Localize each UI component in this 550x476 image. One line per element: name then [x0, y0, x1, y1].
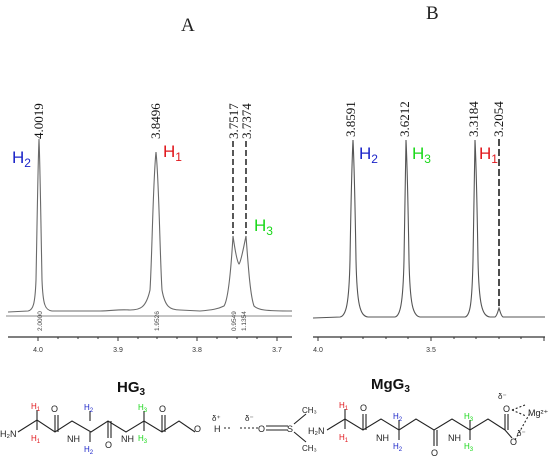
hg3-nh1: NH — [67, 434, 80, 444]
shift-3.8496: 3.8496 — [148, 103, 163, 139]
integral-h1: 1.9526 — [154, 311, 161, 331]
panel-b-tick-3.5: 3.5 — [426, 347, 436, 354]
mgg3-h2-bottom: H2 — [393, 442, 403, 453]
integral-h2: 2.0000 — [37, 311, 44, 331]
hg3-delta-minus: δ⁻ — [245, 414, 254, 423]
integral-h3-a: 0.9549 — [231, 311, 238, 331]
mgg3-nh1: NH — [376, 433, 389, 443]
panel-b-axis-ticks — [317, 337, 545, 341]
hg3-oh-o: O — [194, 424, 201, 434]
hg3-o2: O — [105, 440, 112, 450]
shift-3.8591: 3.8591 — [343, 101, 358, 137]
hg3-delta-plus: δ⁺ — [212, 414, 221, 423]
panel-b-h2-label: H2 — [359, 144, 378, 166]
hg3-h1-bottom: H1 — [31, 434, 41, 445]
mgg3-title: MgG3 — [371, 376, 410, 395]
mgg3-h3-bottom: H3 — [464, 442, 474, 453]
panel-a-h3-label: H3 — [254, 216, 273, 238]
mgg3-o1: O — [360, 403, 367, 413]
hg3-ch3-top: CH₃ — [302, 406, 317, 415]
panel-a-tick-3.9: 3.9 — [113, 347, 123, 354]
hg3-ch3-bottom: CH₃ — [302, 444, 317, 453]
mgg3-mg-ion: Mg²⁺ — [528, 408, 548, 418]
mgg3-amine: H₂N — [308, 426, 325, 436]
hg3-h2-top: H2 — [84, 403, 94, 414]
hg3-h3-bottom: H3 — [138, 434, 148, 445]
structure-hg3: HG3 H₂N O NH O NH O O H δ⁺ δ⁻ O S CH₃ CH… — [0, 379, 317, 456]
panel-a-spectrum-trace — [7, 138, 293, 313]
panel-a-axis-ticks — [37, 337, 278, 341]
hg3-h3-top: H3 — [138, 403, 148, 414]
structure-mgg3: MgG3 H₂N O NH O NH O O Mg²⁺ δ⁻ δ⁻ H1 H1 … — [308, 376, 548, 458]
shift-3.3184: 3.3184 — [466, 101, 481, 137]
panel-a-tick-3.7: 3.7 — [272, 347, 282, 354]
mgg3-o2: O — [431, 448, 438, 458]
shift-3.2054: 3.2054 — [491, 101, 506, 137]
hg3-title: HG3 — [117, 379, 146, 398]
mgg3-o4: O — [510, 437, 517, 447]
panel-a: A 4.0 3.9 3.8 3.7 2.0000 1.9526 0.9549 1… — [6, 15, 293, 354]
hg3-bonds — [17, 410, 307, 443]
panel-b-h3-label: H3 — [412, 144, 431, 166]
panel-a-tick-4.0: 4.0 — [33, 347, 43, 354]
shift-3.6212: 3.6212 — [397, 101, 412, 137]
mgg3-delta-minus-top: δ⁻ — [498, 392, 507, 401]
panel-b-h1-label: H1 — [479, 144, 498, 166]
mgg3-o3: O — [503, 404, 510, 414]
panel-a-h2-label: H2 — [12, 148, 31, 170]
hg3-nh2: NH — [121, 434, 134, 444]
panel-a-h1-label: H1 — [163, 142, 182, 164]
mgg3-h1-top: H1 — [339, 401, 349, 412]
panel-a-tick-3.8: 3.8 — [192, 347, 202, 354]
hg3-amine: H₂N — [0, 429, 17, 439]
integral-h3-b: 1.1354 — [241, 311, 248, 331]
shift-4.0019: 4.0019 — [31, 103, 46, 139]
panel-a-label: A — [181, 15, 195, 36]
mgg3-h3-top: H3 — [464, 412, 474, 423]
panel-b-spectrum-trace — [312, 139, 545, 319]
shift-3.7517: 3.7517 — [226, 103, 241, 139]
hg3-hbond-h: H — [214, 424, 221, 434]
mgg3-delta-minus-bottom: δ⁻ — [517, 429, 526, 438]
mgg3-nh2: NH — [448, 433, 461, 443]
panel-b-label: B — [426, 3, 439, 24]
hg3-o3: O — [159, 404, 166, 414]
mgg3-h2-top: H2 — [393, 412, 403, 423]
hg3-h1-top: H1 — [31, 402, 41, 413]
hg3-o1: O — [51, 404, 58, 414]
panel-b-tick-4.0: 4.0 — [313, 347, 323, 354]
hg3-h2-bottom: H2 — [84, 445, 94, 456]
hg3-dmso-s: S — [287, 424, 293, 434]
panel-a-integrals: 2.0000 1.9526 0.9549 1.1354 — [37, 311, 248, 331]
panel-b: B 4.0 3.5 3.8591 3.6212 3.3184 3.2054 H2… — [312, 3, 545, 354]
hg3-dmso-o: O — [258, 424, 265, 434]
mgg3-bonds — [326, 404, 531, 446]
shift-3.7374: 3.7374 — [239, 103, 254, 139]
mgg3-h1-bottom: H1 — [339, 433, 349, 444]
